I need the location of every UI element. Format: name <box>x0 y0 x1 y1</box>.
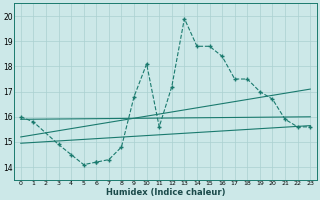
X-axis label: Humidex (Indice chaleur): Humidex (Indice chaleur) <box>106 188 225 197</box>
